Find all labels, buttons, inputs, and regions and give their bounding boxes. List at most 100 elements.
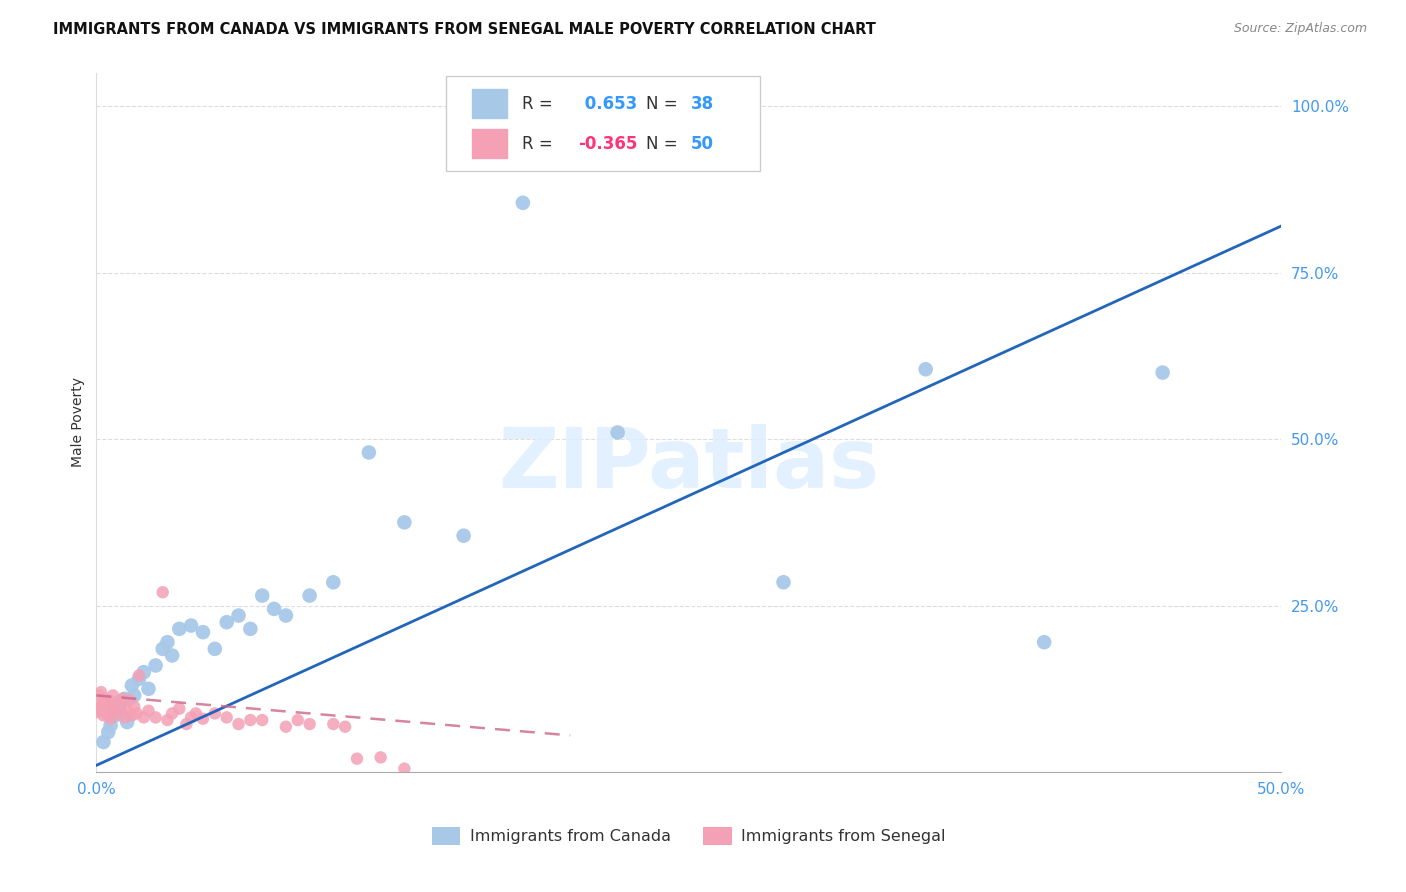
Point [298,717,321,731]
Point [228,717,250,731]
Point [128,672,150,686]
Point [104,708,127,723]
Point [100,718,122,732]
Point [1033,635,1056,649]
Point [274,608,297,623]
Point [453,529,475,543]
Point [176,717,198,731]
Point [114,710,136,724]
Point [250,589,273,603]
Text: Source: ZipAtlas.com: Source: ZipAtlas.com [1233,22,1367,36]
Text: N =: N = [647,135,683,153]
Point [100,712,122,726]
Point [115,714,138,729]
Point [111,691,134,706]
Point [512,195,534,210]
Point [156,635,179,649]
Point [156,713,179,727]
Point [298,589,321,603]
Point [263,602,285,616]
Point [97,698,120,713]
Point [160,706,183,721]
FancyBboxPatch shape [472,89,508,119]
Point [118,693,141,707]
Point [215,710,238,724]
Point [184,706,207,721]
Point [239,713,262,727]
Point [108,699,131,714]
Text: 0.653: 0.653 [578,95,637,112]
Point [215,615,238,630]
Point [169,702,191,716]
FancyBboxPatch shape [472,129,508,159]
Point [90,685,112,699]
Point [322,717,344,731]
Point [101,689,124,703]
Point [333,720,356,734]
Point [274,720,297,734]
FancyBboxPatch shape [446,77,759,171]
Point [145,710,167,724]
Point [152,585,174,599]
Point [191,712,214,726]
Point [121,708,143,723]
Point [228,608,250,623]
Point [87,689,110,703]
Point [93,708,115,723]
Point [152,641,174,656]
Point [132,665,155,680]
Point [132,710,155,724]
Point [204,706,226,721]
Point [115,704,138,718]
Point [128,668,150,682]
Point [204,641,226,656]
Point [125,706,148,721]
Point [250,713,273,727]
Point [87,702,110,716]
Point [94,691,117,706]
Point [93,735,115,749]
Point [122,689,145,703]
Text: R =: R = [522,95,558,112]
Point [606,425,628,440]
Point [346,752,368,766]
Text: ZIPatlas: ZIPatlas [498,424,879,505]
Point [100,702,122,716]
Point [1152,366,1174,380]
Point [121,678,143,692]
Point [394,762,416,776]
Point [107,706,129,721]
Point [138,704,160,718]
Y-axis label: Male Poverty: Male Poverty [72,377,86,467]
Point [191,625,214,640]
Text: R =: R = [522,135,558,153]
Point [97,708,120,723]
Point [101,698,124,713]
Point [101,704,124,718]
Text: N =: N = [647,95,683,112]
Point [108,702,131,716]
Point [122,699,145,714]
Point [772,575,794,590]
Point [169,622,191,636]
Point [94,705,117,719]
Point [322,575,344,590]
Point [86,705,108,719]
Legend: Immigrants from Canada, Immigrants from Senegal: Immigrants from Canada, Immigrants from … [425,820,952,851]
Text: IMMIGRANTS FROM CANADA VS IMMIGRANTS FROM SENEGAL MALE POVERTY CORRELATION CHART: IMMIGRANTS FROM CANADA VS IMMIGRANTS FRO… [53,22,876,37]
Point [114,691,136,706]
Point [287,713,309,727]
Point [394,516,416,530]
Point [239,622,262,636]
Point [370,750,392,764]
Point [180,618,202,632]
Point [160,648,183,663]
Text: 50: 50 [692,135,714,153]
Point [138,681,160,696]
Point [357,445,380,459]
Text: 38: 38 [692,95,714,112]
Point [97,725,120,739]
Point [104,695,127,709]
Text: -0.365: -0.365 [578,135,638,153]
Point [180,710,202,724]
